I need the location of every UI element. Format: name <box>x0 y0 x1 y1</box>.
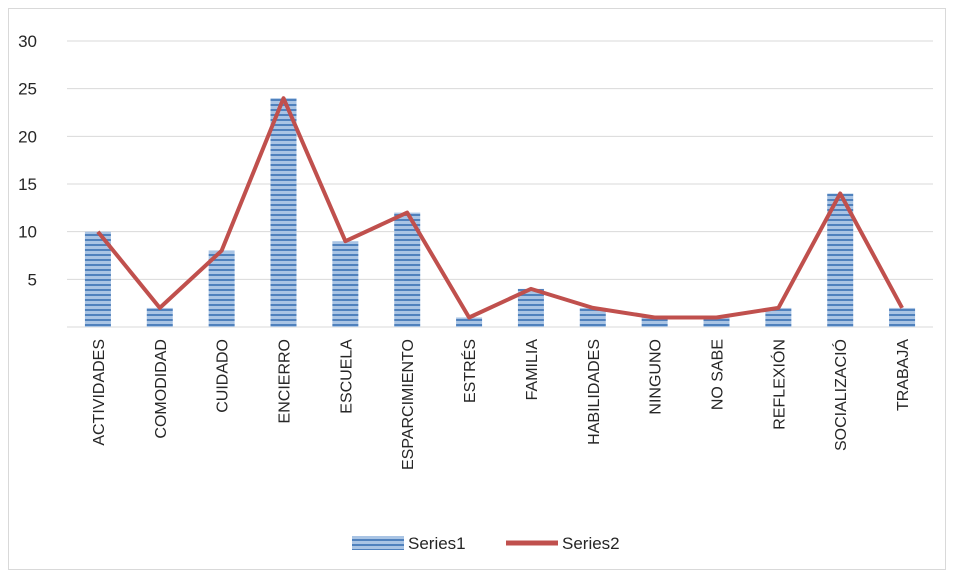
x-tick-label: ESCUELA <box>338 339 355 414</box>
x-tick-label: ESPARCIMIENTO <box>400 339 417 470</box>
y-tick-label: 20 <box>18 127 37 146</box>
bar <box>456 317 483 327</box>
bar <box>889 307 916 327</box>
x-tick-label: ACTIVIDADES <box>91 339 108 446</box>
chart-area: 5 10 15 20 25 30 ACTIVIDADES COMODIDAD CUIDADO E… <box>8 8 946 570</box>
x-tick-label: ENCIERRO <box>277 339 294 423</box>
series-line <box>96 96 904 320</box>
y-tick-label: 5 <box>28 270 37 289</box>
bar <box>517 288 544 327</box>
bar <box>84 231 111 327</box>
bar <box>765 307 792 327</box>
bar <box>703 317 730 327</box>
x-tick-label: NINGUNO <box>648 339 665 415</box>
bar <box>641 317 668 327</box>
x-tick-label: REFLEXIÓN <box>769 339 788 430</box>
x-tick-label: FAMILIA <box>524 339 541 401</box>
legend-label-series1: Series1 <box>408 534 466 553</box>
x-tick-label: CUIDADO <box>215 339 232 413</box>
bar <box>579 307 606 327</box>
y-tick-label: 10 <box>18 223 37 242</box>
x-tick-label: NO SABE <box>710 339 727 410</box>
bar <box>827 193 854 327</box>
bar <box>332 241 359 327</box>
y-tick-label: 30 <box>18 32 37 51</box>
bar <box>146 307 173 327</box>
bar <box>208 250 235 327</box>
legend: Series1 Series2 <box>352 534 620 553</box>
legend-label-series2: Series2 <box>562 534 620 553</box>
x-tick-label: SOCIALIZACIÓ <box>831 339 850 451</box>
chart-svg: 5 10 15 20 25 30 ACTIVIDADES COMODIDAD CUIDADO E… <box>18 32 933 553</box>
x-tick-label: COMODIDAD <box>153 339 170 439</box>
bar <box>394 212 421 327</box>
bar <box>270 98 297 327</box>
x-tick-label: ESTRÉS <box>460 339 479 403</box>
x-tick-label: TRABAJA <box>895 339 912 411</box>
legend-swatch-series1 <box>352 536 404 550</box>
y-tick-label: 25 <box>18 80 37 99</box>
x-tick-label: HABILIDADES <box>586 339 603 445</box>
y-tick-label: 15 <box>18 175 37 194</box>
